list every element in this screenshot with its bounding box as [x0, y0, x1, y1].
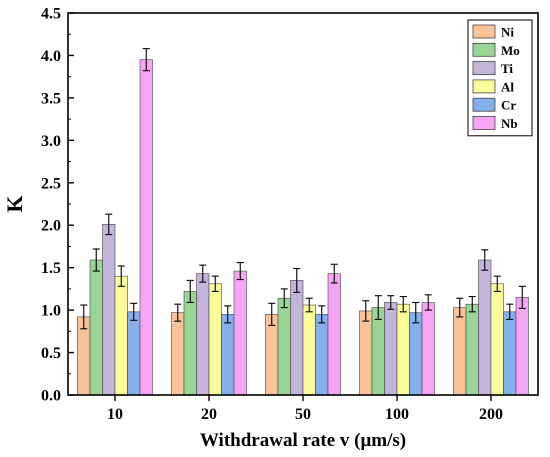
- x-tick-label: 20: [201, 406, 217, 423]
- legend-label-al: Al: [501, 79, 514, 94]
- legend-swatch-al: [472, 79, 496, 94]
- legend-swatch-mo: [472, 42, 496, 57]
- bars-layer: [77, 59, 529, 396]
- y-axis-label: K: [2, 195, 27, 212]
- x-tick-label: 100: [385, 406, 409, 423]
- bar-al-200: [490, 283, 504, 396]
- y-tick-label: 4.0: [41, 48, 61, 65]
- bar-mo-20: [183, 291, 197, 396]
- bar-nb-200: [515, 297, 529, 396]
- y-axis: 0.0 0.5 1.0 1.5 2.0 2.5 3.0 3.5 4.0 4.5: [41, 6, 74, 405]
- legend-swatch-ni: [472, 24, 496, 39]
- bar-ti-20: [196, 273, 210, 396]
- y-tick-label: 3.0: [41, 133, 61, 150]
- bar-al-100: [396, 303, 410, 396]
- bar-ni-20: [171, 312, 185, 396]
- legend-swatch-cr: [472, 97, 496, 112]
- bar-mo-200: [465, 303, 479, 396]
- x-tick-label: 10: [107, 406, 123, 423]
- legend-label-mo: Mo: [501, 43, 520, 58]
- bar-al-50: [302, 304, 316, 396]
- y-tick-label: 3.5: [41, 90, 61, 107]
- legend-label-nb: Nb: [501, 116, 518, 131]
- error-bars-layer: [80, 48, 526, 330]
- y-tick-label: 1.5: [41, 260, 61, 277]
- y-tick-label: 2.5: [41, 175, 61, 192]
- bar-cr-20: [221, 314, 235, 396]
- x-axis-label: Withdrawal rate v (μm/s): [200, 430, 406, 451]
- legend-swatch-nb: [472, 116, 496, 130]
- x-axis: 10 20 50 100 200: [107, 395, 503, 423]
- bar-ti-200: [478, 259, 492, 396]
- y-tick-label: 2.0: [41, 218, 61, 235]
- bar-mo-10: [89, 259, 103, 396]
- bar-ni-200: [453, 307, 467, 396]
- bar-ti-100: [384, 302, 398, 396]
- x-tick-label: 50: [295, 406, 311, 423]
- bar-nb-50: [327, 273, 341, 396]
- legend: Ni Mo Ti Al Cr Nb: [467, 19, 533, 137]
- legend-swatch-ti: [472, 61, 496, 75]
- bar-nb-10: [139, 59, 153, 396]
- y-tick-label: 0.5: [41, 345, 61, 362]
- bar-ni-100: [359, 310, 373, 396]
- bar-cr-10: [127, 311, 141, 396]
- bar-cr-50: [315, 314, 329, 396]
- legend-label-ni: Ni: [501, 25, 514, 40]
- bar-cr-100: [409, 312, 423, 396]
- bar-ti-10: [102, 224, 116, 396]
- bar-nb-100: [421, 302, 435, 396]
- legend-label-ti: Ti: [501, 61, 513, 76]
- bar-al-10: [114, 275, 128, 396]
- bar-ni-50: [265, 314, 279, 396]
- y-tick-label: 0.0: [41, 388, 61, 405]
- x-tick-label: 200: [479, 406, 503, 423]
- bar-al-20: [208, 283, 222, 396]
- y-tick-label: 1.0: [41, 303, 61, 320]
- y-tick-label: 4.5: [41, 6, 61, 23]
- bar-cr-200: [503, 311, 517, 396]
- bar-mo-100: [371, 307, 385, 396]
- bar-ti-50: [290, 280, 304, 396]
- bar-nb-20: [233, 270, 247, 396]
- legend-label-cr: Cr: [501, 98, 516, 113]
- bar-mo-50: [277, 297, 291, 396]
